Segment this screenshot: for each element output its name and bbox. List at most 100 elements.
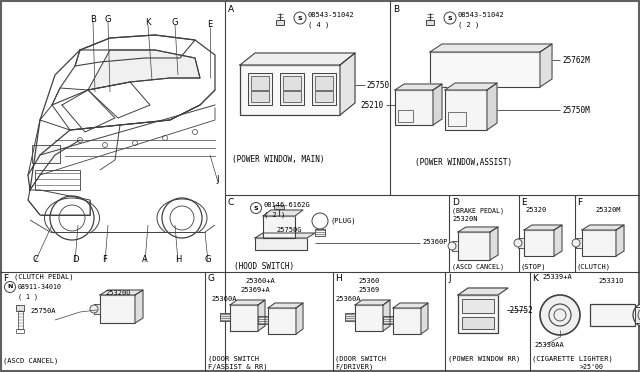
Text: 08543-51042: 08543-51042 [458,12,505,18]
Text: -25752: -25752 [506,306,534,315]
Polygon shape [421,303,428,334]
Bar [345,313,355,321]
Text: 25762M: 25762M [562,56,589,65]
Polygon shape [540,44,552,87]
Text: K: K [532,274,538,283]
Bar [393,308,421,334]
Text: J: J [217,175,220,184]
Bar [426,20,434,25]
Text: G: G [105,15,111,24]
Text: 25750A: 25750A [30,308,56,314]
Text: E: E [521,198,527,207]
Text: S: S [448,16,452,20]
Text: (ASCD CANCEL): (ASCD CANCEL) [452,263,504,269]
Bar [35,170,80,190]
Polygon shape [433,84,442,125]
Text: G: G [205,255,211,264]
Bar [283,91,301,102]
Text: A: A [142,255,148,264]
Text: C: C [228,198,234,207]
Text: 25320N: 25320N [452,216,477,222]
Polygon shape [487,83,497,130]
Text: F: F [577,198,582,207]
Bar [398,110,413,122]
Bar [280,73,304,105]
Text: J: J [448,274,451,283]
Bar [268,308,296,334]
Polygon shape [445,83,497,90]
Text: 08543-51042: 08543-51042 [308,12,355,18]
Bar [263,216,295,238]
Bar [590,304,635,326]
Polygon shape [135,290,143,323]
Bar [17,311,22,329]
Polygon shape [258,300,265,331]
Text: 25320: 25320 [525,207,547,213]
Polygon shape [296,303,303,334]
Polygon shape [582,225,624,230]
Text: 25360A: 25360A [211,296,237,302]
Bar [355,305,383,331]
Polygon shape [268,303,303,308]
Text: ( 4 ): ( 4 ) [308,22,329,29]
Polygon shape [383,300,390,331]
Text: H: H [335,274,342,283]
Text: C: C [32,255,38,264]
Text: 25320M: 25320M [595,207,621,213]
Text: S: S [253,205,259,211]
Polygon shape [255,233,315,238]
Text: 25360: 25360 [358,278,380,284]
Text: D: D [452,198,459,207]
Polygon shape [395,84,442,90]
Polygon shape [230,300,265,305]
Circle shape [633,303,640,327]
Text: ( 1 ): ( 1 ) [18,293,38,299]
Polygon shape [458,288,508,295]
Text: (STOP): (STOP) [521,263,547,269]
Bar [263,220,273,224]
Circle shape [540,295,580,335]
Circle shape [448,242,456,250]
Text: 25320O: 25320O [105,290,131,296]
Text: (DOOR SWITCH: (DOOR SWITCH [335,355,386,362]
Polygon shape [263,210,303,216]
Text: 25331O: 25331O [598,278,623,284]
Text: S: S [298,16,302,20]
Text: 25360P: 25360P [422,239,447,245]
Bar [315,91,333,102]
Text: 25330AA: 25330AA [534,342,564,348]
Polygon shape [524,225,562,230]
Text: D: D [72,255,78,264]
Text: B: B [393,5,399,14]
Text: A: A [228,5,234,14]
Circle shape [572,239,580,247]
Text: F: F [3,274,8,283]
Bar [452,241,458,251]
Text: N: N [7,285,13,289]
Text: 25750M: 25750M [562,106,589,115]
Bar [16,305,24,311]
Polygon shape [490,227,498,260]
Text: 25360A: 25360A [335,296,360,302]
Bar [524,230,554,256]
Polygon shape [393,303,428,308]
Polygon shape [240,53,355,65]
Text: (POWER WINDOW RR): (POWER WINDOW RR) [448,355,520,362]
Bar [220,313,230,321]
Text: (POWER WINDOW, MAIN): (POWER WINDOW, MAIN) [232,155,324,164]
Bar [265,235,271,240]
Bar [276,20,284,25]
Bar [445,90,487,130]
Bar [462,317,494,329]
Bar [251,76,269,90]
Text: G: G [208,274,215,283]
Text: F: F [102,255,108,264]
Bar [255,238,307,250]
Text: E: E [207,20,212,29]
Text: (POWER WINDOW,ASSIST): (POWER WINDOW,ASSIST) [415,158,512,167]
Text: >25'00: >25'00 [580,364,604,370]
Bar [32,145,60,163]
Bar [16,329,24,333]
Bar [430,52,540,87]
Circle shape [90,305,98,313]
